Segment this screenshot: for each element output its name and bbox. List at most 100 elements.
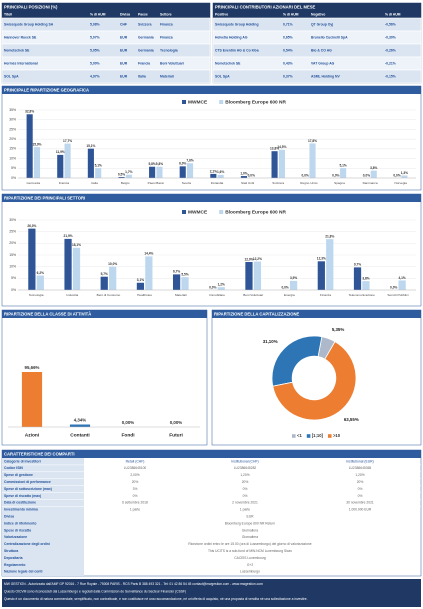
value-label: 21,8% — [325, 234, 334, 238]
x-tick-label: Fondi — [121, 432, 134, 438]
value-label: 1,0% — [240, 171, 247, 175]
panel-header — [2, 194, 421, 202]
x-tick-label: Azioni — [25, 432, 39, 438]
legend-label: >10 — [333, 433, 341, 438]
panel-header — [212, 310, 421, 318]
table-cell: 20% — [357, 480, 364, 484]
value-label: 5,8% — [148, 162, 155, 166]
bar — [326, 239, 334, 290]
table-cell: Brunello Cucinelli SpA — [311, 36, 348, 40]
column-header: Institutional (CHF) — [231, 459, 258, 463]
value-label: 63,55% — [344, 417, 359, 422]
x-tick-label: Healthcare — [137, 293, 152, 297]
value-label: 0,00% — [122, 420, 135, 425]
panel-title: RIPARTIZIONE DELLA CLASSE DI ATTIVITÀ — [4, 311, 91, 316]
y-tick-label: 20% — [9, 241, 16, 245]
bar — [87, 148, 94, 178]
row-label: Data di costituzione — [4, 501, 36, 505]
table-cell: Germania — [138, 36, 154, 40]
row-label: Indice di riferimento — [4, 521, 36, 525]
x-tick-label: Telecomunicazione — [349, 293, 376, 297]
table-cell: 1,20% — [240, 473, 249, 477]
bar — [125, 174, 132, 178]
table-cell: Bloomberg Europe 600 NR Return — [225, 521, 276, 525]
pie-slice — [272, 341, 357, 421]
y-tick-label: 5% — [11, 276, 16, 280]
table-cell: 6 settembre 2018 — [122, 501, 148, 505]
legend-swatch — [182, 210, 186, 214]
table-cell: Lussemburgo — [240, 570, 260, 574]
table-cell: 0,43% — [283, 62, 293, 66]
table-cell: Italia — [138, 75, 146, 79]
row-label: Struttura — [4, 549, 18, 553]
bar — [172, 274, 181, 290]
x-tick-label: Belgio — [121, 181, 130, 185]
value-label: 18,1% — [72, 243, 81, 247]
y-tick-label: 15% — [9, 253, 16, 257]
bar — [64, 143, 71, 178]
bar — [95, 168, 102, 178]
value-label: 17,8% — [308, 139, 317, 143]
bar — [217, 287, 225, 290]
column-header: Positivo — [215, 13, 228, 17]
table-cell: 5,05% — [90, 49, 100, 53]
table-cell: -0,56% — [385, 23, 396, 27]
y-tick-label: 25% — [9, 127, 16, 131]
legend-swatch — [182, 100, 186, 104]
table-cell: LU2386645365 — [349, 466, 372, 470]
x-tick-label: Germania — [27, 181, 41, 185]
legend-swatch — [306, 434, 311, 438]
table-cell: Hermès International — [4, 62, 38, 66]
value-label: 32,8% — [25, 110, 34, 114]
table-cell: 5,07% — [90, 36, 100, 40]
x-tick-label: Francia — [59, 181, 70, 185]
value-label: 0,5% — [118, 172, 125, 176]
panel-title: PRINCIPALI CONTRIBUTORI AZIONARI DEL MES… — [215, 4, 316, 9]
bar — [271, 151, 278, 178]
panel-header — [2, 86, 421, 94]
row-label: Spese di riscatto — [4, 528, 31, 532]
y-tick-label: 30% — [9, 218, 16, 222]
x-tick-label: Spagna — [334, 181, 345, 185]
y-tick-label: 30% — [9, 118, 16, 122]
value-label: 4,34% — [74, 418, 87, 423]
value-label: 5,1% — [339, 163, 346, 167]
value-label: 0,0% — [302, 173, 309, 177]
row-label: Categorie di investitori — [4, 459, 41, 463]
column-header: Retail (CHF) — [126, 459, 145, 463]
bar — [217, 174, 224, 178]
legend-label: MWMCE — [188, 209, 208, 215]
table-cell: Svizzera — [138, 23, 152, 27]
x-tick-label: Paesi Bassi — [148, 181, 164, 185]
value-label: 1,3% — [401, 171, 408, 175]
value-label: 12,3% — [317, 257, 326, 261]
row-label: Investimento minimo — [4, 508, 38, 512]
row-label: Valorizzazione — [4, 535, 27, 539]
column-header-bar — [2, 11, 210, 18]
value-label: 26,3% — [27, 224, 36, 228]
bar — [245, 262, 253, 290]
bar — [33, 147, 41, 178]
table-cell: CTS Eventim AG & Co KGa — [215, 49, 259, 53]
row-label: Depositaria — [4, 556, 23, 560]
table-cell: 20% — [242, 480, 249, 484]
value-label: 5,8% — [156, 162, 163, 166]
panel — [1, 85, 422, 191]
table-cell: 5,08% — [90, 23, 100, 27]
table-cell: Giornaliera — [242, 528, 258, 532]
value-label: 3,8% — [362, 276, 369, 280]
table-cell: Nemetschek SE — [215, 62, 241, 66]
table-cell: 0,65% — [283, 36, 293, 40]
legend-label: Bloomberg Europe 600 NR — [225, 99, 286, 105]
table-cell: -0,26% — [385, 49, 396, 53]
table-cell: 3% — [133, 487, 138, 491]
bar — [317, 261, 325, 290]
bar — [69, 424, 91, 427]
column-header: Settore — [160, 13, 172, 17]
bar — [156, 166, 163, 178]
bar — [210, 173, 217, 178]
y-tick-label: 20% — [9, 137, 16, 141]
y-tick-label: 5% — [11, 166, 16, 170]
table-cell: EUR — [247, 515, 255, 519]
x-tick-label: Svezia — [182, 181, 192, 185]
